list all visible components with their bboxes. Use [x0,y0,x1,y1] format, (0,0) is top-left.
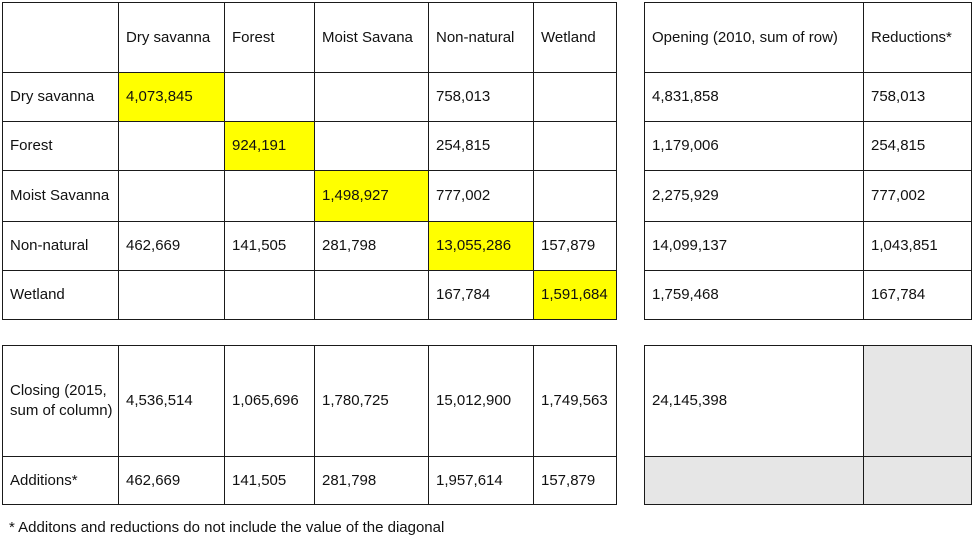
table-cell [314,72,429,122]
additions-label: Additions* [2,456,119,505]
table-cell: 141,505 [224,221,315,271]
diagonal-cell: 4,073,845 [118,72,225,122]
table-row: 2,275,929 777,002 [644,170,972,222]
reductions-cell: 167,784 [863,270,972,320]
table-cell: 462,669 [118,221,225,271]
table-cell [533,72,617,122]
empty-shaded-cell [644,456,864,505]
table-cell [118,170,225,222]
table-row: Wetland 167,784 1,591,684 [2,270,617,320]
transition-matrix-table: Dry savanna Forest Moist Savana Non-natu… [2,2,617,320]
row-label: Non-natural [2,221,119,271]
column-header: Dry savanna [118,2,225,73]
diagonal-cell: 13,055,286 [428,221,534,271]
additions-cell: 281,798 [314,456,429,505]
table-row: Forest 924,191 254,815 [2,121,617,171]
table-row: 1,759,468 167,784 [644,270,972,320]
table-row: 4,831,858 758,013 [644,72,972,122]
reductions-cell: 254,815 [863,121,972,171]
additions-side-row [644,456,972,505]
table-cell [224,170,315,222]
reductions-cell: 758,013 [863,72,972,122]
row-label: Forest [2,121,119,171]
closing-additions-table: Closing (2015, sum of column) 4,536,514 … [2,345,617,505]
closing-total-row: 24,145,398 [644,345,972,457]
closing-cell: 1,749,563 [533,345,617,457]
opening-header: Opening (2010, sum of row) [644,2,864,73]
table-row: Moist Savanna 1,498,927 777,002 [2,170,617,222]
table-cell [118,121,225,171]
table-cell [533,170,617,222]
column-header: Non-natural [428,2,534,73]
table-cell [118,270,225,320]
table-cell: 758,013 [428,72,534,122]
opening-cell: 2,275,929 [644,170,864,222]
column-header: Moist Savana [314,2,429,73]
table-row: Dry savanna 4,073,845 758,013 [2,72,617,122]
table-cell [533,121,617,171]
additions-cell: 462,669 [118,456,225,505]
table-header-row: Opening (2010, sum of row) Reductions* [644,2,972,73]
additions-cell: 1,957,614 [428,456,534,505]
table-cell [314,121,429,171]
header-corner [2,2,119,73]
empty-shaded-cell [863,456,972,505]
additions-cell: 141,505 [224,456,315,505]
column-header: Forest [224,2,315,73]
diagonal-cell: 1,591,684 [533,270,617,320]
table-cell [224,270,315,320]
closing-label: Closing (2015, sum of column) [2,345,119,457]
opening-cell: 1,179,006 [644,121,864,171]
additions-row: Additions* 462,669 141,505 281,798 1,957… [2,456,617,505]
opening-reductions-table: Opening (2010, sum of row) Reductions* 4… [644,2,972,320]
closing-row: Closing (2015, sum of column) 4,536,514 … [2,345,617,457]
reductions-cell: 1,043,851 [863,221,972,271]
footnote: * Additons and reductions do not include… [9,519,445,536]
empty-shaded-cell [863,345,972,457]
table-row: 14,099,137 1,043,851 [644,221,972,271]
table-cell: 157,879 [533,221,617,271]
row-label: Dry savanna [2,72,119,122]
table-cell [314,270,429,320]
additions-cell: 157,879 [533,456,617,505]
diagonal-cell: 1,498,927 [314,170,429,222]
diagonal-cell: 924,191 [224,121,315,171]
closing-cell: 15,012,900 [428,345,534,457]
opening-cell: 1,759,468 [644,270,864,320]
table-cell: 281,798 [314,221,429,271]
table-cell [224,72,315,122]
table-row: 1,179,006 254,815 [644,121,972,171]
closing-total-cell: 24,145,398 [644,345,864,457]
closing-cell: 1,780,725 [314,345,429,457]
table-row: Non-natural 462,669 141,505 281,798 13,0… [2,221,617,271]
column-header: Wetland [533,2,617,73]
closing-total-table: 24,145,398 [644,345,972,505]
table-header-row: Dry savanna Forest Moist Savana Non-natu… [2,2,617,73]
table-cell: 254,815 [428,121,534,171]
closing-cell: 1,065,696 [224,345,315,457]
reductions-cell: 777,002 [863,170,972,222]
table-cell: 167,784 [428,270,534,320]
reductions-header: Reductions* [863,2,972,73]
closing-cell: 4,536,514 [118,345,225,457]
opening-cell: 14,099,137 [644,221,864,271]
table-cell: 777,002 [428,170,534,222]
row-label: Moist Savanna [2,170,119,222]
opening-cell: 4,831,858 [644,72,864,122]
row-label: Wetland [2,270,119,320]
